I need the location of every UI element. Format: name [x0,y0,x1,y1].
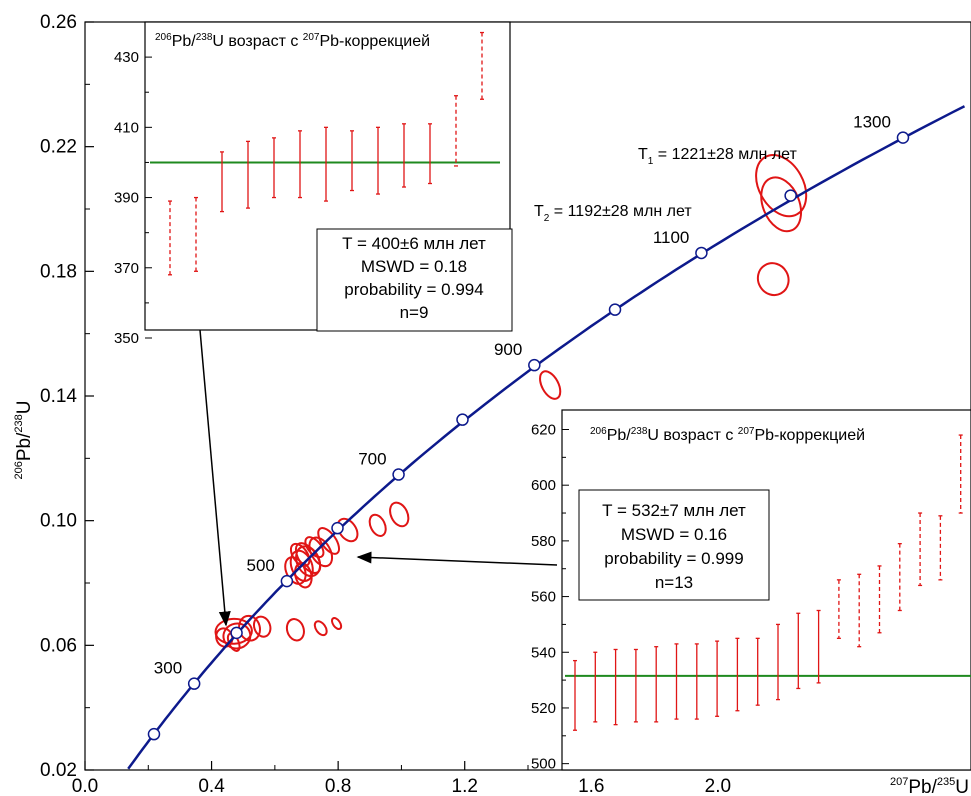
stats-n: n=13 [655,573,693,592]
inset-upper-left: 206Pb/238U возраст с 207Pb-коррекцией 35… [114,21,513,347]
y-tick-label: 0.10 [40,511,77,532]
error-ellipse [760,176,803,233]
y-tick-label: 0.18 [40,261,77,282]
stats-box [578,489,770,601]
y-tick-label: 0.02 [40,760,77,781]
error-ellipse [304,536,325,559]
error-ellipse [756,262,790,297]
arrow-to-400-cluster [199,329,231,627]
error-ellipse [252,615,272,638]
concordia-age-label: 700 [358,450,386,469]
stats-mswd: MSWD = 0.16 [621,525,727,544]
error-ellipse [214,617,253,645]
x-tick-label: 0.8 [325,776,351,796]
age-annotation-t1: T1 = 1221±28 млн лет [638,146,798,167]
y-axis-label: 206Pb/238U [13,401,35,480]
inset-plot: 350 370 390 410 430 [114,31,500,347]
concordia-age-label: 1100 [653,228,690,247]
concordia-age-point [784,189,797,202]
concordia-age-point [608,303,622,316]
concordia-age-label: 500 [247,556,275,575]
concordia-age-point [331,521,344,535]
error-ellipse [226,632,241,652]
x-tick-label: 1.2 [452,776,478,796]
inset-y-tick-label: 580 [531,533,556,550]
svg-text:T1 = 1221±28 млн лет: T1 = 1221±28 млн лет [638,146,798,167]
stats-probability: probability = 0.999 [604,549,743,568]
inset-y-tick-label: 430 [114,49,139,66]
concordia-point-group: 300 500 700 900 1100 1300 [147,113,910,741]
stats-mswd: MSWD = 0.18 [361,257,467,276]
error-ellipse [294,561,313,589]
error-ellipse [313,620,328,637]
concordia-curve [127,105,966,770]
concordia-age-point [528,358,541,372]
x-tick-label: 1.6 [578,776,604,796]
inset-y-tick-label: 410 [114,119,139,136]
error-ellipse [330,617,343,630]
error-ellipse [285,618,305,642]
x-tick-label: 0.4 [198,776,225,796]
y-tick-label: 0.22 [40,137,77,158]
error-ellipse [336,517,359,543]
error-ellipse [368,513,387,537]
inset-y-tick-label: 540 [531,644,556,661]
stats-probability: probability = 0.994 [344,280,483,299]
concordia-age-point [456,413,469,426]
concordia-age-label: 300 [154,659,182,678]
inset-title: 206Pb/238U возраст с 207Pb-коррекцией [590,426,865,444]
svg-text:T2 = 1192±28 млн лет: T2 = 1192±28 млн лет [534,203,692,224]
inset-y-tick-label: 390 [114,190,139,207]
concordia-age-point [147,727,161,741]
inset-title: 206Pb/238U возраст с 207Pb-коррекцией [155,32,430,50]
y-tick-label: 0.14 [40,386,77,407]
x-tick-label: 2.0 [705,776,731,796]
stats-age: T = 400±6 млн лет [342,234,486,253]
error-ellipse [539,370,562,400]
concordia-age-point [280,574,294,588]
inset-y-tick-label: 560 [531,589,556,606]
y-tick-label: 0.06 [40,635,77,656]
stats-box [316,228,513,332]
stats-n: n=9 [400,303,429,322]
inset-y-tick-label: 370 [114,260,139,277]
concordia-age-label: 900 [494,340,522,359]
inset-lower-right: 206Pb/238U возраст с 207Pb-коррекцией 50… [531,409,971,773]
inset-y-tick-label: 500 [531,756,556,773]
inset-y-tick-label: 350 [114,330,139,347]
inset-plot: 500 520 540 560 580 600 620 [531,421,971,773]
age-annotation-t2: T2 = 1192±28 млн лет [534,203,692,224]
stats-age: T = 532±7 млн лет [602,501,746,520]
concordia-age-point [896,131,910,144]
concordia-age-point [230,626,243,640]
x-axis-label: 207Pb/235U [890,776,969,796]
error-ellipse [389,501,410,528]
concordia-age-point [187,677,201,690]
y-tick-label: 0.26 [40,12,77,33]
concordia-age-label: 1300 [853,113,891,132]
axis-ticks: 0.0 0.4 0.8 1.2 1.6 2.0 0.02 0.06 0.10 0.14 0.18 0.… [40,12,971,796]
arrow-to-530-cluster [356,551,558,566]
inset-y-tick-label: 620 [531,421,556,438]
inset-y-tick-label: 520 [531,700,556,717]
x-tick-label: 0.0 [72,776,98,796]
concordia-age-point [695,246,708,260]
plot-frame [84,21,971,771]
concordia-age-point [392,468,405,481]
inset-y-tick-label: 600 [531,477,556,494]
